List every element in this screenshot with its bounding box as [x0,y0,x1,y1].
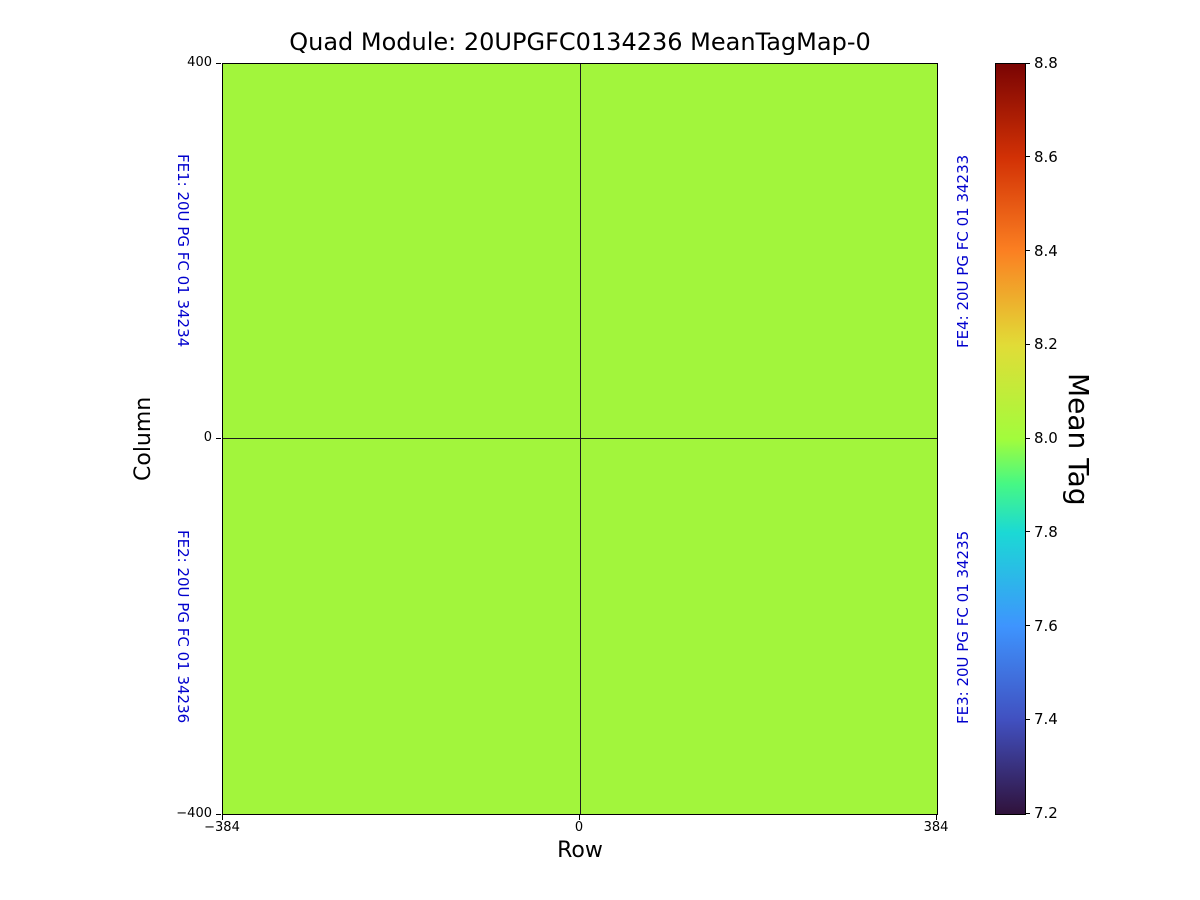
quadrant-divider-horizontal [223,438,937,439]
x-tick-label: −384 [204,820,240,835]
colorbar-tick-mark [1026,718,1030,720]
colorbar-tick-mark [1026,625,1030,626]
y-tick-label: 400 [187,55,212,70]
x-axis-label: Row [557,838,603,863]
colorbar-tick-mark [1026,250,1030,251]
colorbar-tick-label: 7.4 [1034,710,1058,729]
y-tick-mark [216,63,221,64]
y-tick-mark [216,438,221,439]
colorbar-tick-label: 8.0 [1034,429,1058,447]
colorbar-tick-label: 8.6 [1034,147,1058,166]
colorbar-gradient [996,64,1025,814]
colorbar-tick-mark [1026,62,1030,64]
colorbar-tick-label: 7.6 [1034,616,1058,635]
colorbar-tick-label: 8.4 [1034,241,1058,260]
x-tick-mark [936,815,937,820]
fe3-label: FE3: 20U PG FC 01 34235 [954,530,972,724]
fe1-label: FE1: 20U PG FC 01 34234 [174,154,192,348]
fe4-label: FE4: 20U PG FC 01 34233 [954,154,972,348]
colorbar-tick-label: 8.8 [1034,54,1058,72]
colorbar-label: Mean Tag [1062,372,1096,506]
x-tick-mark [222,815,223,820]
quadrant-divider-vertical [580,64,581,814]
fe2-label: FE2: 20U PG FC 01 34236 [174,530,192,724]
x-tick-label: 384 [923,820,949,835]
colorbar-tick-mark [1026,812,1030,814]
colorbar-tick-label: 8.2 [1034,335,1058,354]
colorbar-tick-mark [1026,343,1030,345]
colorbar-tick-mark [1026,531,1030,533]
colorbar-tick-mark [1026,437,1030,439]
colorbar-tick-mark [1026,156,1030,158]
y-tick-label: −400 [176,806,212,821]
y-axis-label: Column [131,396,156,482]
y-tick-label: 0 [203,430,212,445]
heatmap-surface [222,63,938,815]
colorbar [995,63,1026,815]
x-tick-label: 0 [574,820,584,835]
colorbar-tick-label: 7.8 [1034,522,1058,541]
y-tick-mark [216,814,221,815]
x-tick-mark [579,815,580,820]
figure-title: Quad Module: 20UPGFC0134236 MeanTagMap-0 [289,28,871,56]
colorbar-tick-label: 7.2 [1034,804,1058,822]
